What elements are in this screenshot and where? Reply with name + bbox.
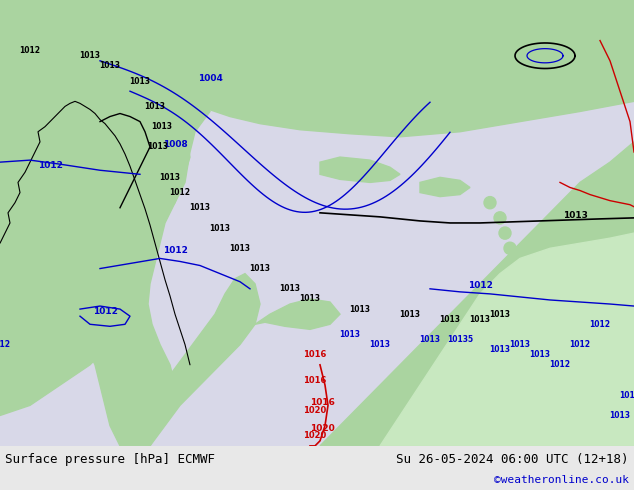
Text: 1013: 1013 [420, 335, 441, 344]
Text: 1013: 1013 [209, 223, 231, 233]
Text: 1013: 1013 [399, 310, 420, 318]
Text: 1013: 1013 [160, 173, 181, 182]
Text: 1013: 1013 [190, 203, 210, 212]
Circle shape [499, 227, 511, 239]
Text: 1013: 1013 [230, 244, 250, 253]
Text: 1013: 1013 [79, 51, 101, 60]
Text: 1016: 1016 [309, 398, 335, 407]
Text: Su 26-05-2024 06:00 UTC (12+18): Su 26-05-2024 06:00 UTC (12+18) [396, 453, 629, 466]
Polygon shape [0, 0, 634, 137]
Polygon shape [320, 157, 400, 182]
Polygon shape [320, 142, 634, 446]
Text: 1012: 1012 [169, 188, 190, 197]
Text: 1013: 1013 [349, 305, 370, 314]
Text: 1020: 1020 [309, 424, 334, 433]
Text: 1013: 1013 [470, 315, 491, 324]
Polygon shape [380, 233, 634, 446]
Text: 1012: 1012 [550, 360, 571, 369]
Text: 1012: 1012 [37, 161, 62, 170]
Polygon shape [55, 96, 190, 446]
Text: 1012: 1012 [20, 46, 41, 55]
Circle shape [494, 212, 506, 224]
Text: 1012: 1012 [569, 340, 590, 349]
Text: 1012: 1012 [0, 340, 11, 349]
Text: 1012: 1012 [619, 391, 634, 400]
Text: 1013: 1013 [148, 143, 169, 151]
Text: 10135: 10135 [447, 335, 473, 344]
Text: 1008: 1008 [163, 140, 188, 149]
Text: 1013: 1013 [129, 76, 150, 86]
Circle shape [504, 242, 516, 254]
Text: 1013: 1013 [299, 294, 321, 303]
Text: 1020: 1020 [304, 406, 327, 415]
Text: 1013: 1013 [489, 310, 510, 318]
Text: 1020: 1020 [304, 431, 327, 441]
Text: 1012: 1012 [590, 320, 611, 329]
Text: 1012: 1012 [93, 307, 117, 316]
Polygon shape [420, 177, 470, 196]
Text: 1013: 1013 [250, 264, 271, 273]
Polygon shape [0, 0, 170, 243]
Text: 1013: 1013 [100, 61, 120, 71]
Text: 1013: 1013 [439, 315, 460, 324]
Text: 1013: 1013 [280, 284, 301, 294]
Text: 1013: 1013 [529, 350, 550, 359]
Text: 1016: 1016 [303, 375, 327, 385]
Text: 1013: 1013 [489, 345, 510, 354]
Polygon shape [255, 299, 340, 329]
Text: 1013: 1013 [510, 340, 531, 349]
Text: 1013: 1013 [370, 340, 391, 349]
Circle shape [484, 196, 496, 209]
Text: 1004: 1004 [198, 74, 223, 83]
Text: 1013: 1013 [145, 102, 165, 111]
Polygon shape [0, 0, 210, 416]
Text: 1013: 1013 [339, 330, 361, 339]
Text: 1013: 1013 [609, 411, 630, 420]
Text: 1016: 1016 [303, 350, 327, 359]
Polygon shape [142, 273, 260, 446]
Text: ©weatheronline.co.uk: ©weatheronline.co.uk [494, 475, 629, 485]
Text: 1013: 1013 [562, 211, 588, 220]
Text: 1012: 1012 [467, 281, 493, 290]
Text: 1013: 1013 [152, 122, 172, 131]
Text: Surface pressure [hPa] ECMWF: Surface pressure [hPa] ECMWF [5, 453, 215, 466]
Text: 1012: 1012 [162, 246, 188, 255]
